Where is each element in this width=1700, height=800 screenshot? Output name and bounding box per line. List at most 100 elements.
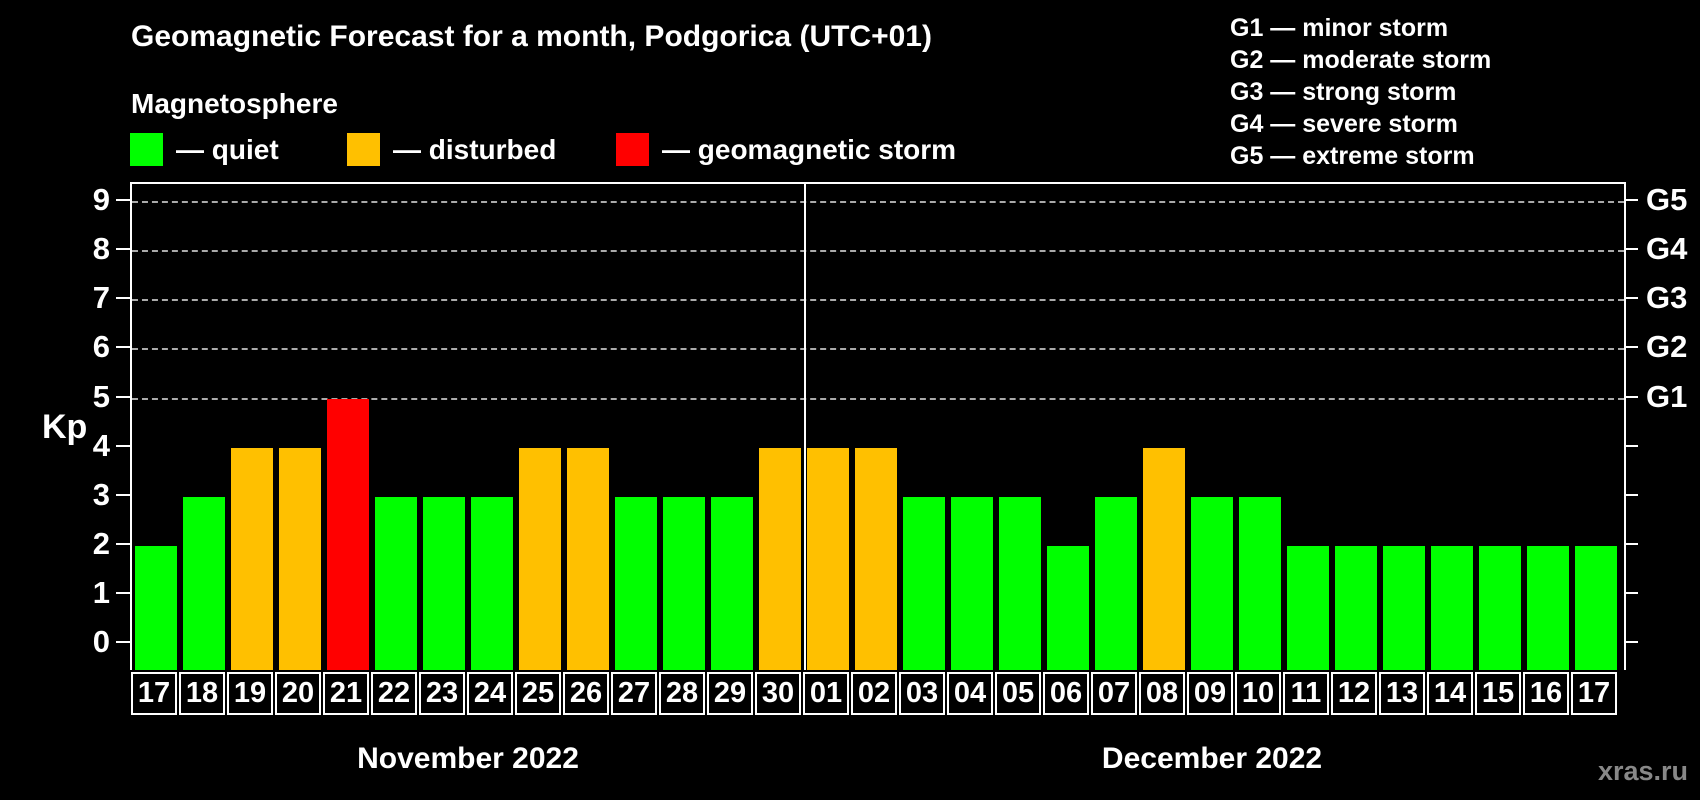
kp-bar-december-08 (1143, 447, 1185, 670)
y-tick-right-9 (1624, 199, 1638, 202)
y-axis-label-9: 9 (92, 182, 110, 218)
day-label-19: 19 (227, 672, 273, 715)
day-label-17: 17 (1571, 672, 1617, 715)
legend-label-disturbed: — disturbed (393, 133, 557, 165)
day-label-12: 12 (1331, 672, 1377, 715)
day-label-27: 27 (611, 672, 657, 715)
kp-bar-november-28 (663, 496, 705, 670)
right-axis-label-g2: G2 (1646, 329, 1688, 365)
y-tick-right-5 (1624, 395, 1638, 398)
day-label-11: 11 (1283, 672, 1329, 715)
kp-bar-november-30 (759, 447, 801, 670)
kp-bar-december-14 (1431, 545, 1473, 670)
day-label-15: 15 (1475, 672, 1521, 715)
y-tick-right-4 (1624, 444, 1638, 447)
storm-scale-legend: G1 — minor storm G2 — moderate storm G3 — … (1230, 12, 1491, 172)
legend-item-quiet: — quiet (130, 133, 279, 166)
y-tick-left-3 (116, 493, 130, 496)
day-label-08: 08 (1139, 672, 1185, 715)
y-tick-right-0 (1624, 641, 1638, 643)
day-label-05: 05 (995, 672, 1041, 715)
y-tick-left-6 (116, 346, 130, 349)
quiet-color-swatch (130, 133, 163, 166)
day-label-24: 24 (467, 672, 513, 715)
day-label-30: 30 (755, 672, 801, 715)
storm-scale-line-4: G4 — severe storm (1230, 110, 1458, 138)
kp-bar-november-17 (135, 545, 177, 670)
storm-scale-line-1: G1 — minor storm (1230, 14, 1449, 42)
kp-bar-november-21 (327, 398, 369, 670)
kp-bar-december-12 (1335, 545, 1377, 670)
day-label-01: 01 (803, 672, 849, 715)
day-label-16: 16 (1523, 672, 1569, 715)
kp-bar-december-17 (1575, 545, 1617, 670)
month-separator (804, 184, 806, 670)
kp-bar-december-13 (1383, 545, 1425, 670)
day-label-14: 14 (1427, 672, 1473, 715)
kp-bar-december-09 (1191, 496, 1233, 670)
month-label-1: November 2022 (357, 742, 579, 775)
watermark: xras.ru (1597, 756, 1688, 786)
legend-item-geomagnetic-storm: — geomagnetic storm (616, 133, 956, 166)
right-axis-label-g5: G5 (1646, 182, 1688, 218)
kp-bar-december-16 (1527, 545, 1569, 670)
y-tick-left-7 (116, 297, 130, 300)
kp-bar-november-22 (375, 496, 417, 670)
day-label-13: 13 (1379, 672, 1425, 715)
gridline-kp-6 (132, 348, 1624, 351)
day-label-04: 04 (947, 672, 993, 715)
y-tick-right-7 (1624, 297, 1638, 300)
legend-item-disturbed: — disturbed (347, 133, 556, 166)
right-axis-label-g4: G4 (1646, 231, 1688, 267)
y-axis-label-1: 1 (92, 574, 110, 610)
y-tick-left-8 (116, 248, 130, 251)
y-tick-right-1 (1624, 591, 1638, 594)
kp-bar-december-10 (1239, 496, 1281, 670)
y-axis-label-5: 5 (92, 378, 110, 414)
kp-bar-december-07 (1095, 496, 1137, 670)
kp-bar-november-20 (279, 447, 321, 670)
day-label-22: 22 (371, 672, 417, 715)
day-label-07: 07 (1091, 672, 1137, 715)
y-tick-left-9 (116, 199, 130, 202)
y-tick-right-3 (1624, 493, 1638, 496)
day-label-10: 10 (1235, 672, 1281, 715)
gridline-kp-7 (132, 299, 1624, 302)
chart-subtitle: Magnetosphere (131, 88, 338, 119)
y-axis-label-6: 6 (92, 329, 110, 365)
kp-bar-november-18 (183, 496, 225, 670)
y-tick-right-6 (1624, 346, 1638, 349)
kp-bar-november-23 (423, 496, 465, 670)
y-axis-label-4: 4 (92, 427, 110, 463)
gridline-kp-5 (132, 397, 1624, 400)
right-axis-label-g1: G1 (1646, 378, 1688, 414)
geomagnetic-storm-color-swatch (616, 133, 649, 166)
kp-bar-november-26 (567, 447, 609, 670)
legend-label-geomagnetic-storm: — geomagnetic storm (662, 133, 957, 165)
y-axis-label-0: 0 (92, 624, 110, 659)
y-axis-label-3: 3 (92, 476, 110, 512)
chart-title: Geomagnetic Forecast for a month, Podgor… (131, 20, 932, 53)
day-label-21: 21 (323, 672, 369, 715)
day-label-17: 17 (131, 672, 177, 715)
day-label-23: 23 (419, 672, 465, 715)
plot-area (130, 182, 1626, 670)
kp-bar-november-27 (615, 496, 657, 670)
storm-scale-line-3: G3 — strong storm (1230, 78, 1457, 106)
disturbed-color-swatch (347, 133, 380, 166)
month-label-2: December 2022 (1101, 742, 1323, 775)
day-label-09: 09 (1187, 672, 1233, 715)
y-tick-left-2 (116, 542, 130, 545)
day-label-06: 06 (1043, 672, 1089, 715)
gridline-kp-9 (132, 201, 1624, 204)
day-label-03: 03 (899, 672, 945, 715)
day-label-28: 28 (659, 672, 705, 715)
y-tick-right-8 (1624, 248, 1638, 251)
kp-bar-december-11 (1287, 545, 1329, 670)
y-axis-label-2: 2 (92, 525, 110, 561)
y-tick-left-1 (116, 591, 130, 594)
storm-scale-line-5: G5 — extreme storm (1230, 142, 1475, 170)
day-label-25: 25 (515, 672, 561, 715)
y-tick-left-0 (116, 641, 130, 643)
